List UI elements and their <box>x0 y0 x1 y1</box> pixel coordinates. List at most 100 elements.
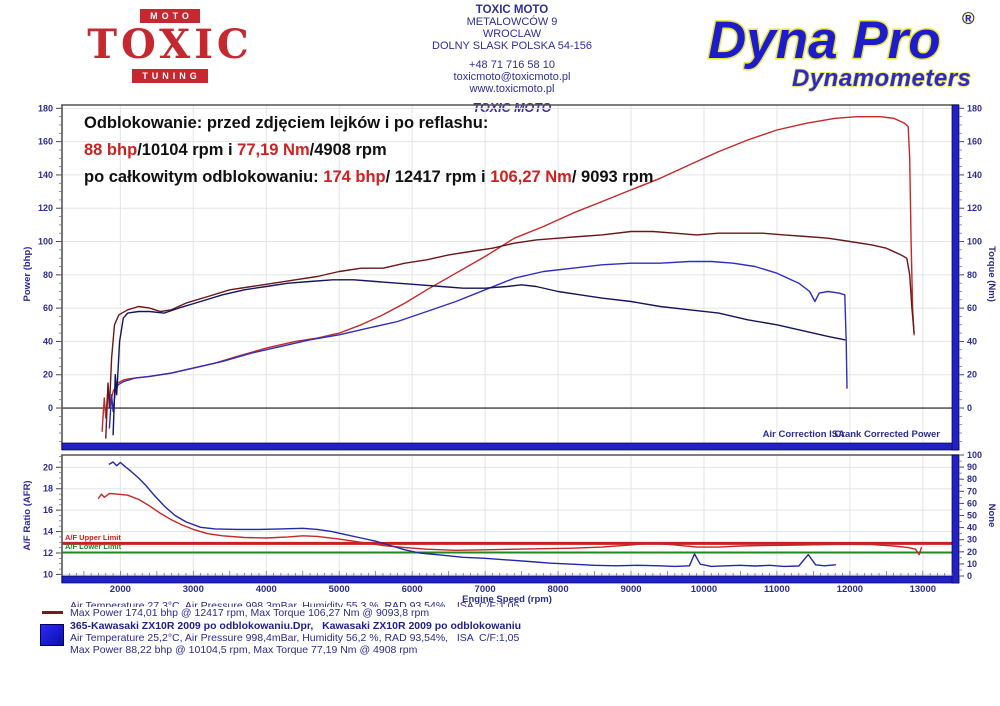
annotation-segment: 174 bhp <box>323 168 386 186</box>
curve-power-unlocked <box>101 116 915 432</box>
x-tick-label: 9000 <box>620 584 641 595</box>
shop-region: DOLNY SLASK POLSKA 54-156 <box>432 40 592 52</box>
curve-afr-locked <box>108 461 836 568</box>
curve-torque-locked <box>112 279 846 436</box>
toxic-logo-bottom: TUNING <box>132 69 208 83</box>
shop-phone: +48 71 716 58 10 <box>469 59 555 71</box>
bottom-bar <box>61 442 960 451</box>
curve-power-locked <box>108 260 848 429</box>
annotation-segment: /10104 rpm i <box>137 141 238 159</box>
x-tick-label: 7000 <box>475 584 496 595</box>
y-tick-label-left: 80 <box>43 270 53 280</box>
right-bar <box>951 104 960 451</box>
toxic-logo-main: TOXIC <box>87 21 253 68</box>
y-tick-label-right: 70 <box>967 486 977 496</box>
y-tick-label-left: 0 <box>48 403 53 413</box>
curve-afr-unlocked <box>97 492 923 556</box>
shop-name: TOXIC MOTO <box>475 4 549 16</box>
y-tick-label-left: 180 <box>38 103 53 113</box>
y-tick-label-right: 160 <box>967 137 982 147</box>
x-tick-label: 10000 <box>691 584 717 595</box>
y-tick-label-right: 50 <box>967 511 977 521</box>
legend-entry1-max: Max Power 174,01 bhp @ 12417 rpm, Max To… <box>70 607 430 619</box>
y-tick-label-left: 18 <box>43 484 53 494</box>
x-axis-title: Engine Speed (rpm) <box>462 594 552 605</box>
toxic-logo-top: MOTO <box>140 9 200 23</box>
annotation-segment: Odblokowanie: przed zdjęciem lejków i po… <box>84 114 489 132</box>
annotation-line-3: po całkowitym odblokowaniu: 174 bhp/ 124… <box>84 168 724 195</box>
curve-torque-unlocked <box>105 230 915 439</box>
y-axis-title-left: Power (bhp) <box>22 247 33 302</box>
af-lower-limit-label: A/F Lower Limit <box>65 542 122 551</box>
toxic-logo: MOTO TOXIC TUNING <box>85 6 255 84</box>
result-annotation: Odblokowanie: przed zdjęciem lejków i po… <box>84 114 724 195</box>
y-tick-label-left: 20 <box>43 462 53 472</box>
x-tick-label: 5000 <box>329 584 350 595</box>
af-upper-limit-label: A/F Upper Limit <box>65 533 121 542</box>
legend-entry2-conditions: Air Temperature 25,2°C, Air Pressure 998… <box>70 632 520 644</box>
y-tick-label-right: 0 <box>967 403 972 413</box>
x-tick-label: 12000 <box>837 584 863 595</box>
legend-entry1-conditions: Air Temperature 27,3°C, Air Pressure 998… <box>70 601 520 607</box>
shop-city: WROCLAW <box>482 28 542 40</box>
legend-entry2-max: Max Power 88,22 bhp @ 10104,5 rpm, Max T… <box>70 644 418 656</box>
right-bar <box>951 454 960 584</box>
y-tick-label-right: 80 <box>967 270 977 280</box>
dynapro-logo: Dyna Pro ® Dynamometers <box>707 9 976 93</box>
y-tick-label-right: 140 <box>967 170 982 180</box>
annotation-segment: 88 bhp <box>84 141 138 159</box>
y-tick-label-left: 140 <box>38 170 53 180</box>
corner-text: Crank Corrected Power <box>834 429 940 440</box>
y-tick-label-left: 60 <box>43 303 53 313</box>
y-tick-label-right: 30 <box>967 535 977 545</box>
y-tick-label-left: 12 <box>43 548 53 558</box>
annotation-line-1: Odblokowanie: przed zdjęciem lejków i po… <box>84 114 724 141</box>
y-tick-label-right: 100 <box>967 450 982 460</box>
annotation-segment: po całkowitym odblokowaniu: <box>84 168 324 186</box>
annotation-segment: /4908 rpm <box>309 141 387 159</box>
y-axis-title-right: None <box>986 504 997 528</box>
run-legend: Air Temperature 27,3°C, Air Pressure 998… <box>0 600 620 700</box>
dynapro-logo-sub: Dynamometers <box>792 65 971 92</box>
y-tick-label-left: 20 <box>43 370 53 380</box>
y-tick-label-right: 60 <box>967 303 977 313</box>
y-tick-label-right: 180 <box>967 103 982 113</box>
shop-web: www.toxicmoto.pl <box>469 83 555 95</box>
legend-entry2-swatch <box>40 624 64 646</box>
bottom-bar <box>61 575 960 584</box>
y-tick-label-right: 120 <box>967 203 982 213</box>
x-tick-label: 8000 <box>547 584 568 595</box>
shop-email: toxicmoto@toxicmoto.pl <box>453 71 571 83</box>
x-tick-label: 11000 <box>764 584 790 595</box>
x-tick-label: 2000 <box>110 584 131 595</box>
dynapro-logo-main: Dyna Pro <box>708 11 941 70</box>
y-tick-label-left: 10 <box>43 569 53 579</box>
annotation-segment: 77,19 Nm <box>237 141 310 159</box>
x-tick-label: 13000 <box>910 584 936 595</box>
y-tick-label-right: 90 <box>967 462 977 472</box>
y-tick-label-left: 16 <box>43 505 53 515</box>
corner-text: Air Correction ISA <box>763 429 845 440</box>
y-tick-label-right: 100 <box>967 237 982 247</box>
y-tick-label-right: 60 <box>967 498 977 508</box>
x-tick-label: 4000 <box>256 584 277 595</box>
annotation-line-2: 88 bhp/10104 rpm i 77,19 Nm/4908 rpm <box>84 141 724 168</box>
annotation-segment: / 12417 rpm i <box>385 168 491 186</box>
y-tick-label-right: 40 <box>967 523 977 533</box>
y-tick-label-right: 0 <box>967 571 972 581</box>
dynapro-logo-reg: ® <box>962 9 975 28</box>
x-tick-label: 3000 <box>183 584 204 595</box>
y-tick-label-left: 40 <box>43 336 53 346</box>
y-tick-label-left: 14 <box>43 527 53 537</box>
y-tick-label-right: 20 <box>967 370 977 380</box>
legend-entry2-title: 365-Kawasaki ZX10R 2009 po odblokowaniu.… <box>70 620 522 632</box>
y-tick-label-right: 40 <box>967 336 977 346</box>
shop-street: METALOWCÓW 9 <box>466 16 558 28</box>
y-tick-label-left: 100 <box>38 237 53 247</box>
annotation-segment: / 9093 rpm <box>571 168 654 186</box>
y-axis-title-right: Torque (Nm) <box>986 246 997 302</box>
annotation-segment: 106,27 Nm <box>490 168 572 186</box>
x-tick-label: 6000 <box>402 584 423 595</box>
y-tick-label-right: 20 <box>967 547 977 557</box>
